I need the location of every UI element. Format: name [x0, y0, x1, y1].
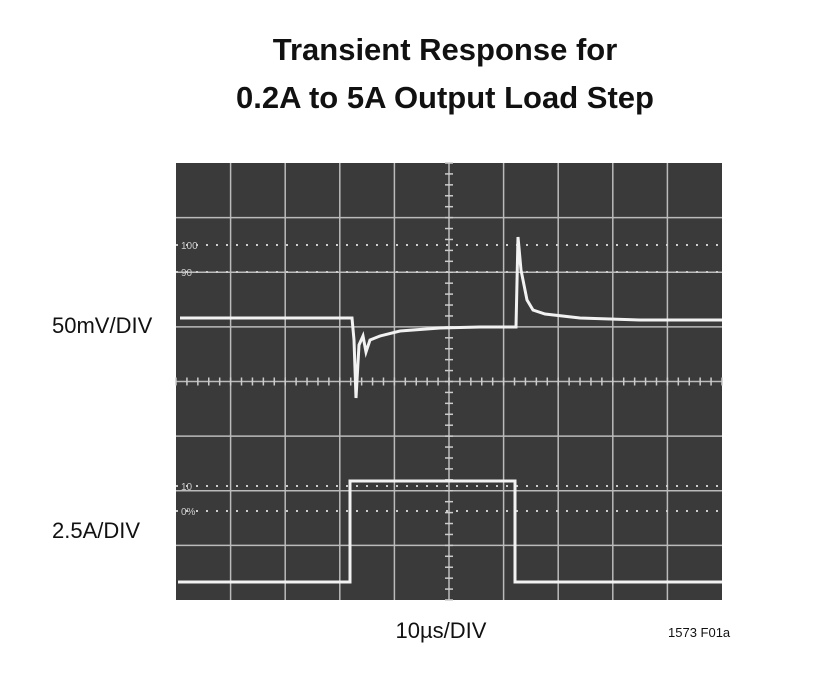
- voltage-scale: 50mV/DIV: [52, 313, 153, 338]
- grid: [175, 162, 723, 601]
- title-line: Transient Response for: [273, 32, 618, 67]
- current-scale: 2.5A/DIV: [52, 518, 140, 543]
- figure-id: 1573 F01a: [668, 625, 731, 640]
- scope-marker: 90: [181, 268, 193, 279]
- time-scale: 10µs/DIV: [396, 618, 487, 643]
- title-line: 0.2A to 5A Output Load Step: [236, 80, 654, 115]
- current-trace: [178, 479, 722, 584]
- scope-marker: 100: [181, 241, 198, 252]
- scope-marker: 10: [181, 482, 193, 493]
- voltage-trace: [180, 236, 722, 399]
- scope-marker: 0%: [181, 507, 196, 518]
